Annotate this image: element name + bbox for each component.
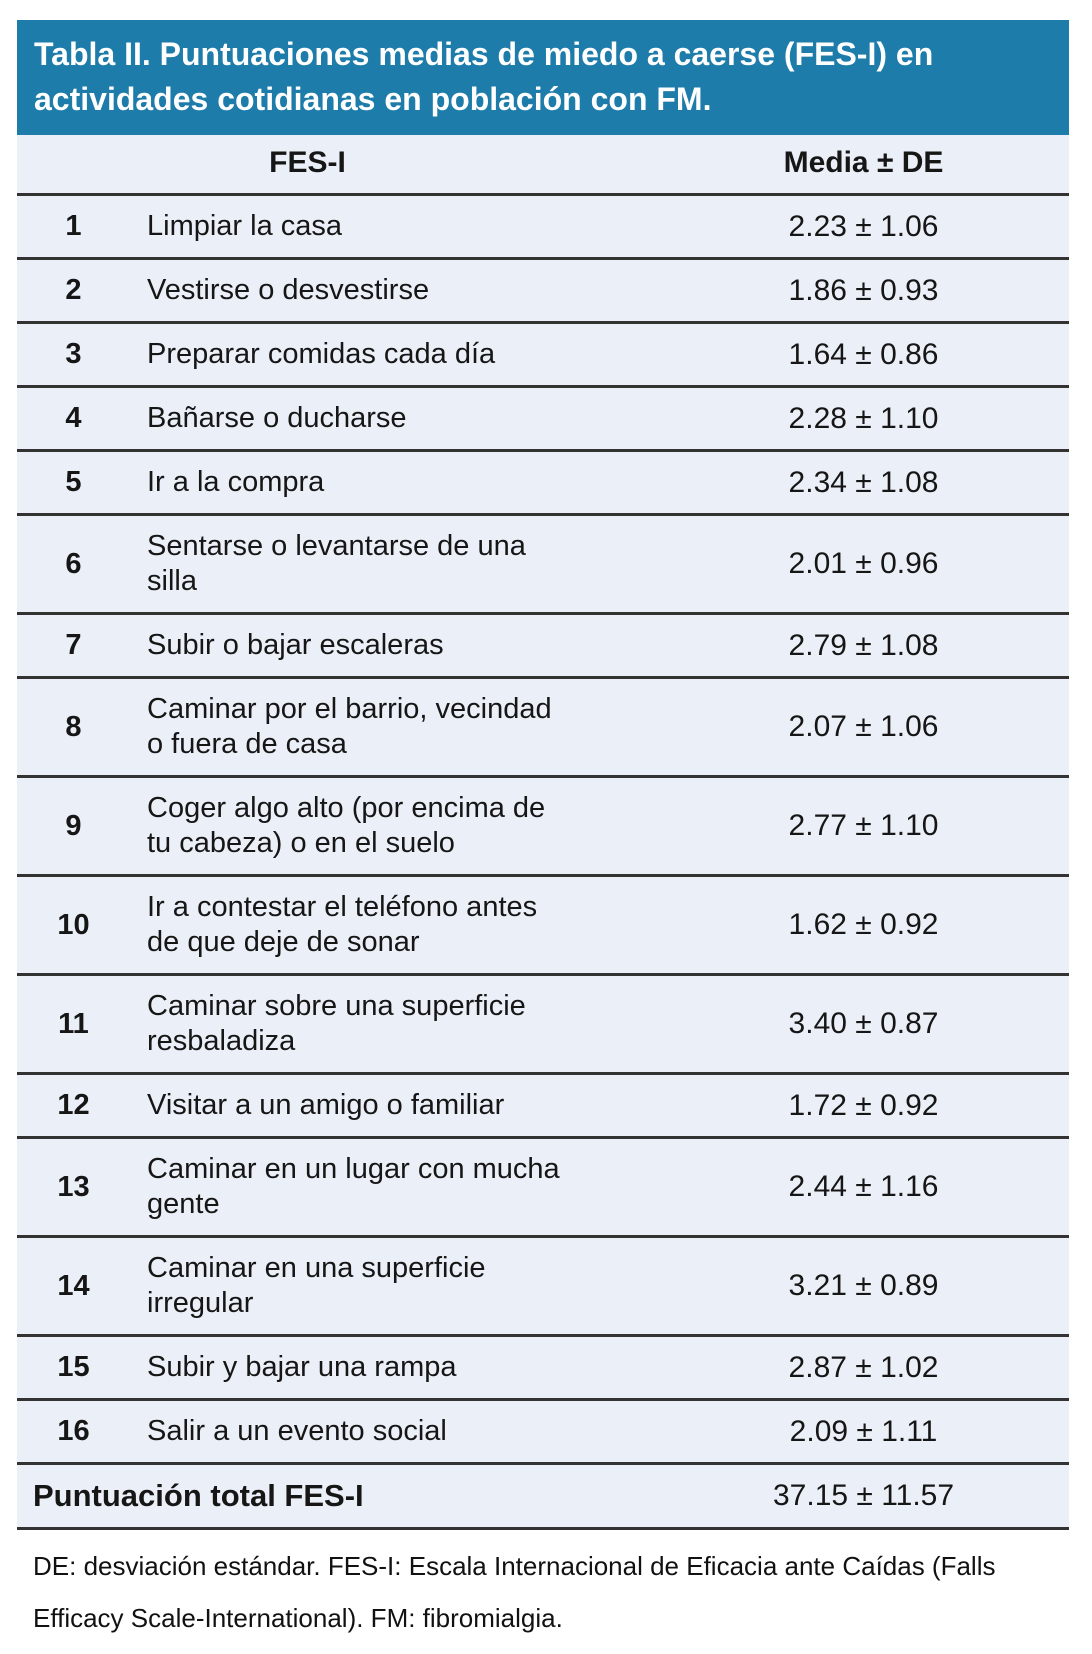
row-number: 3 xyxy=(17,322,130,388)
table-row: 6 Sentarse o levantarse de una silla 2.0… xyxy=(17,514,1070,615)
row-activity: Bañarse o ducharse xyxy=(147,402,407,434)
row-number: 9 xyxy=(17,776,130,877)
row-number: 13 xyxy=(17,1137,130,1238)
row-activity: Ir a la compra xyxy=(147,466,325,498)
row-value: 1.86 ± 0.93 xyxy=(658,258,1070,324)
table-row: 10 Ir a contestar el teléfono antes de q… xyxy=(17,875,1070,976)
table-row: 9 Coger algo alto (por encima de tu cabe… xyxy=(17,776,1070,877)
row-value: 2.23 ± 1.06 xyxy=(658,194,1070,260)
row-activity: Limpiar la casa xyxy=(147,210,343,242)
table-row: 14 Caminar en una superficie irregular 3… xyxy=(17,1236,1070,1337)
row-value: 2.01 ± 0.96 xyxy=(658,514,1070,615)
row-number: 5 xyxy=(17,450,130,516)
row-value: 1.62 ± 0.92 xyxy=(658,875,1070,976)
row-number: 2 xyxy=(17,258,130,324)
row-activity: Caminar sobre una superficie resbaladiza xyxy=(147,990,526,1057)
row-number: 8 xyxy=(17,677,130,778)
row-value: 3.40 ± 0.87 xyxy=(658,974,1070,1075)
row-activity: Sentarse o levantarse de una silla xyxy=(147,530,526,597)
row-activity: Caminar en un lugar con mucha gente xyxy=(147,1153,560,1220)
table-row: 3 Preparar comidas cada día 1.64 ± 0.86 xyxy=(17,322,1070,388)
column-header-fesi: FES-I xyxy=(17,135,659,196)
table-row: 13 Caminar en un lugar con mucha gente 2… xyxy=(17,1137,1070,1238)
table-row: 7 Subir o bajar escaleras 2.79 ± 1.08 xyxy=(17,613,1070,679)
row-activity: Caminar por el barrio, vecindad o fuera … xyxy=(147,693,552,760)
row-number: 12 xyxy=(17,1073,130,1139)
table-title: Tabla II. Puntuaciones medias de miedo a… xyxy=(17,20,1069,135)
row-number: 10 xyxy=(17,875,130,976)
row-activity-cell: Caminar en un lugar con mucha gente xyxy=(130,1137,659,1238)
row-activity-cell: Visitar a un amigo o familiar xyxy=(130,1073,659,1139)
row-number: 6 xyxy=(17,514,130,615)
row-activity-cell: Ir a contestar el teléfono antes de que … xyxy=(130,875,659,976)
row-activity-cell: Sentarse o levantarse de una silla xyxy=(130,514,659,615)
row-activity: Caminar en una superficie irregular xyxy=(147,1252,486,1319)
total-value: 37.15 ± 11.57 xyxy=(658,1463,1070,1530)
row-value: 1.64 ± 0.86 xyxy=(658,322,1070,388)
table-figure: Tabla II. Puntuaciones medias de miedo a… xyxy=(17,20,1070,1530)
row-activity-cell: Coger algo alto (por encima de tu cabeza… xyxy=(130,776,659,877)
row-activity-cell: Caminar por el barrio, vecindad o fuera … xyxy=(130,677,659,778)
table-total-section: Puntuación total FES-I 37.15 ± 11.57 xyxy=(17,1463,1070,1530)
row-activity-cell: Limpiar la casa xyxy=(130,194,659,260)
row-activity: Ir a contestar el teléfono antes de que … xyxy=(147,891,538,958)
row-activity: Preparar comidas cada día xyxy=(147,338,496,370)
table-footnote: DE: desviación estándar. FES-I: Escala I… xyxy=(33,1551,996,1633)
row-value: 2.34 ± 1.08 xyxy=(658,450,1070,516)
row-activity: Vestirse o desvestirse xyxy=(147,274,430,306)
row-activity-cell: Subir o bajar escaleras xyxy=(130,613,659,679)
row-value: 2.09 ± 1.11 xyxy=(658,1399,1070,1465)
row-activity-cell: Vestirse o desvestirse xyxy=(130,258,659,324)
row-value: 1.72 ± 0.92 xyxy=(658,1073,1070,1139)
row-number: 14 xyxy=(17,1236,130,1337)
row-activity-cell: Bañarse o ducharse xyxy=(130,386,659,452)
table-row: 12 Visitar a un amigo o familiar 1.72 ± … xyxy=(17,1073,1070,1139)
fes-table: FES-I Media ± DE 1 Limpiar la casa 2.23 … xyxy=(17,135,1070,1530)
row-value: 2.87 ± 1.02 xyxy=(658,1335,1070,1401)
total-label: Puntuación total FES-I xyxy=(17,1463,659,1530)
row-activity-cell: Subir y bajar una rampa xyxy=(130,1335,659,1401)
row-value: 2.07 ± 1.06 xyxy=(658,677,1070,778)
row-number: 15 xyxy=(17,1335,130,1401)
column-header-media-de: Media ± DE xyxy=(658,135,1070,196)
row-activity: Visitar a un amigo o familiar xyxy=(147,1089,505,1121)
table-row: 4 Bañarse o ducharse 2.28 ± 1.10 xyxy=(17,386,1070,452)
row-number: 4 xyxy=(17,386,130,452)
row-activity-cell: Salir a un evento social xyxy=(130,1399,659,1465)
row-activity: Subir y bajar una rampa xyxy=(147,1351,457,1383)
row-number: 16 xyxy=(17,1399,130,1465)
column-header-row: FES-I Media ± DE xyxy=(17,135,1070,196)
row-number: 11 xyxy=(17,974,130,1075)
table-row: 16 Salir a un evento social 2.09 ± 1.11 xyxy=(17,1399,1070,1465)
table-row: 8 Caminar por el barrio, vecindad o fuer… xyxy=(17,677,1070,778)
row-activity-cell: Preparar comidas cada día xyxy=(130,322,659,388)
row-activity: Subir o bajar escaleras xyxy=(147,629,444,661)
table-row: 11 Caminar sobre una superficie resbalad… xyxy=(17,974,1070,1075)
table-head: FES-I Media ± DE xyxy=(17,135,1070,196)
row-activity-cell: Caminar sobre una superficie resbaladiza xyxy=(130,974,659,1075)
row-activity: Coger algo alto (por encima de tu cabeza… xyxy=(147,792,546,859)
row-number: 7 xyxy=(17,613,130,679)
table-body: 1 Limpiar la casa 2.23 ± 1.06 2 Vestirse… xyxy=(17,194,1070,1465)
total-row: Puntuación total FES-I 37.15 ± 11.57 xyxy=(17,1463,1070,1530)
row-value: 3.21 ± 0.89 xyxy=(658,1236,1070,1337)
row-value: 2.28 ± 1.10 xyxy=(658,386,1070,452)
table-row: 5 Ir a la compra 2.34 ± 1.08 xyxy=(17,450,1070,516)
row-value: 2.44 ± 1.16 xyxy=(658,1137,1070,1238)
table-row: 1 Limpiar la casa 2.23 ± 1.06 xyxy=(17,194,1070,260)
row-value: 2.79 ± 1.08 xyxy=(658,613,1070,679)
row-activity-cell: Ir a la compra xyxy=(130,450,659,516)
row-activity: Salir a un evento social xyxy=(147,1415,447,1447)
table-row: 2 Vestirse o desvestirse 1.86 ± 0.93 xyxy=(17,258,1070,324)
table-row: 15 Subir y bajar una rampa 2.87 ± 1.02 xyxy=(17,1335,1070,1401)
row-activity-cell: Caminar en una superficie irregular xyxy=(130,1236,659,1337)
row-number: 1 xyxy=(17,194,130,260)
row-value: 2.77 ± 1.10 xyxy=(658,776,1070,877)
